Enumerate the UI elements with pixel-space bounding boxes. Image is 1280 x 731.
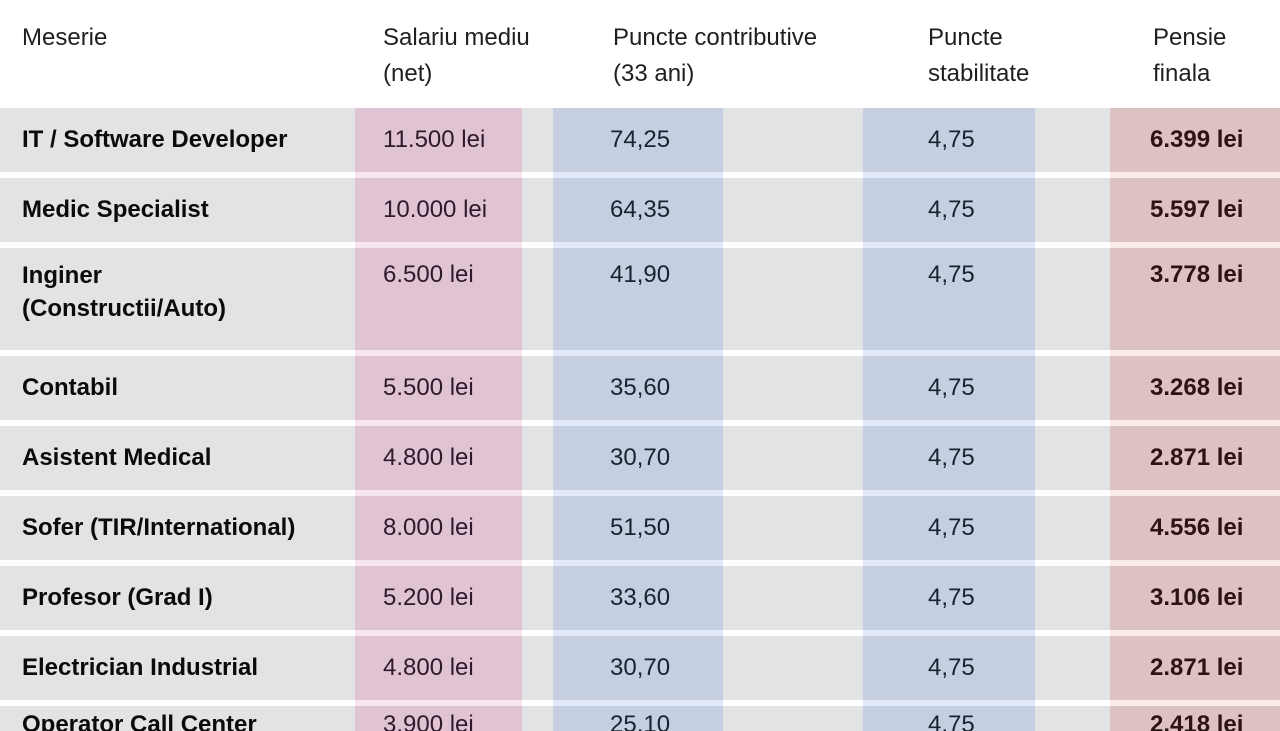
pensie-cell: 3.106 lei xyxy=(1110,566,1280,630)
puncte-contributive-cell: 74,25 xyxy=(553,108,723,172)
pensie-cell: 2.418 lei xyxy=(1110,706,1280,731)
puncte-stabilitate-cell: 4,75 xyxy=(863,496,1035,560)
column-header-meserie: Meserie xyxy=(22,20,107,56)
salariu-cell: 8.000 lei xyxy=(355,496,522,560)
table-body: IT / Software Developer 11.500 lei 74,25… xyxy=(0,108,1280,731)
puncte-stabilitate-cell: 4,75 xyxy=(863,108,1035,172)
meserie-line2: (Constructii/Auto) xyxy=(22,295,226,322)
pensie-cell: 3.268 lei xyxy=(1110,356,1280,420)
table-row: Electrician Industrial 4.800 lei 30,70 4… xyxy=(0,636,1280,700)
table-row: Contabil 5.500 lei 35,60 4,75 3.268 lei xyxy=(0,356,1280,420)
column-header-label-line2: (33 ani) xyxy=(613,60,695,87)
puncte-contributive-cell: 64,35 xyxy=(553,178,723,242)
puncte-stabilitate-cell: 4,75 xyxy=(863,356,1035,420)
pensie-cell: 4.556 lei xyxy=(1110,496,1280,560)
puncte-stabilitate-cell: 4,75 xyxy=(863,248,1035,350)
column-header-puncte-contributive: Puncte contributive (33 ani) xyxy=(613,20,817,92)
column-header-label: Puncte xyxy=(928,24,1003,51)
meserie-cell: Contabil xyxy=(22,374,118,401)
table-row: Medic Specialist 10.000 lei 64,35 4,75 5… xyxy=(0,178,1280,242)
column-header-label: Salariu mediu xyxy=(383,24,530,51)
table-row: Inginer (Constructii/Auto) 6.500 lei 41,… xyxy=(0,248,1280,350)
column-header-label: Puncte contributive xyxy=(613,24,818,51)
pensie-cell: 3.778 lei xyxy=(1110,248,1280,350)
meserie-cell: Electrician Industrial xyxy=(22,654,259,681)
salariu-cell: 3.900 lei xyxy=(355,706,522,731)
puncte-contributive-cell: 33,60 xyxy=(553,566,723,630)
table-row: Asistent Medical 4.800 lei 30,70 4,75 2.… xyxy=(0,426,1280,490)
meserie-cell: Operator Call Center xyxy=(22,711,257,731)
puncte-contributive-cell: 25,10 xyxy=(553,706,723,731)
meserie-cell: Sofer (TIR/International) xyxy=(22,514,296,541)
puncte-stabilitate-cell: 4,75 xyxy=(863,636,1035,700)
meserie-cell: Profesor (Grad I) xyxy=(22,584,213,611)
pensie-cell: 6.399 lei xyxy=(1110,108,1280,172)
column-header-salariu: Salariu mediu (net) xyxy=(383,20,530,92)
puncte-contributive-cell: 51,50 xyxy=(553,496,723,560)
table-row: Sofer (TIR/International) 8.000 lei 51,5… xyxy=(0,496,1280,560)
salariu-cell: 4.800 lei xyxy=(355,636,522,700)
salariu-cell: 6.500 lei xyxy=(355,248,522,350)
salariu-cell: 4.800 lei xyxy=(355,426,522,490)
meserie-line1: Inginer xyxy=(22,262,103,289)
pensie-cell: 2.871 lei xyxy=(1110,426,1280,490)
puncte-contributive-cell: 30,70 xyxy=(553,636,723,700)
column-header-label-line2: (net) xyxy=(383,60,433,87)
meserie-cell: IT / Software Developer xyxy=(22,126,288,153)
pensie-cell: 2.871 lei xyxy=(1110,636,1280,700)
column-header-pensie: Pensie finala xyxy=(1153,20,1226,92)
salariu-cell: 5.500 lei xyxy=(355,356,522,420)
salariu-cell: 5.200 lei xyxy=(355,566,522,630)
puncte-contributive-cell: 41,90 xyxy=(553,248,723,350)
puncte-stabilitate-cell: 4,75 xyxy=(863,706,1035,731)
puncte-contributive-cell: 30,70 xyxy=(553,426,723,490)
salariu-cell: 11.500 lei xyxy=(355,108,522,172)
puncte-stabilitate-cell: 4,75 xyxy=(863,426,1035,490)
puncte-stabilitate-cell: 4,75 xyxy=(863,566,1035,630)
column-header-label: Meserie xyxy=(22,24,108,51)
pensie-cell: 5.597 lei xyxy=(1110,178,1280,242)
column-header-label-line2: finala xyxy=(1153,60,1211,87)
column-header-label-line2: stabilitate xyxy=(928,60,1030,87)
table-row: Profesor (Grad I) 5.200 lei 33,60 4,75 3… xyxy=(0,566,1280,630)
table-header: Meserie Salariu mediu (net) Puncte contr… xyxy=(0,0,1280,108)
meserie-cell: Asistent Medical xyxy=(22,444,212,471)
puncte-contributive-cell: 35,60 xyxy=(553,356,723,420)
table-row: Operator Call Center 3.900 lei 25,10 4,7… xyxy=(0,706,1280,731)
column-header-label: Pensie xyxy=(1153,24,1227,51)
column-header-puncte-stabilitate: Puncte stabilitate xyxy=(928,20,1029,92)
salariu-cell: 10.000 lei xyxy=(355,178,522,242)
meserie-cell: Inginer (Constructii/Auto) xyxy=(0,248,355,350)
table-row: IT / Software Developer 11.500 lei 74,25… xyxy=(0,108,1280,172)
meserie-cell: Medic Specialist xyxy=(22,196,209,223)
puncte-stabilitate-cell: 4,75 xyxy=(863,178,1035,242)
